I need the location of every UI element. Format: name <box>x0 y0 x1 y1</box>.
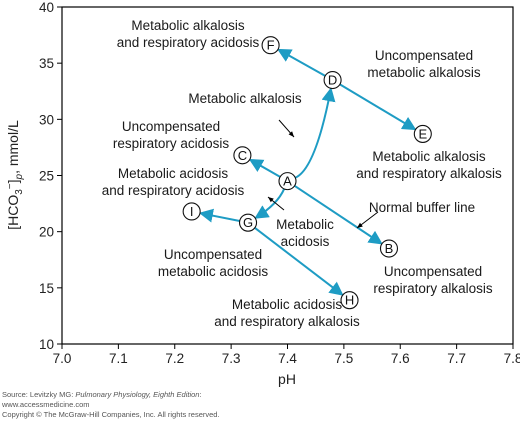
annotation-line: and respiratory alkalosis <box>356 166 502 181</box>
annotation-i: Metabolic acidosis and respiratory acidos… <box>102 166 245 198</box>
pointer-metabolic-alkalosis-head <box>288 131 294 137</box>
y-axis-title-unit: , mmol/L <box>5 120 21 174</box>
source-credit: Source: Levitzky MG: Pulmonary Physiolog… <box>2 390 518 420</box>
point-label-A: A <box>283 174 292 189</box>
y-tick-label: 35 <box>39 56 54 71</box>
point-F <box>261 36 280 55</box>
arrow-A-C <box>248 158 281 178</box>
point-C <box>233 146 252 165</box>
x-tick-label: 7.1 <box>109 351 128 366</box>
annotation-line: Metabolic alkalosis <box>188 91 302 106</box>
y-tick-label: 20 <box>39 225 54 240</box>
point-I <box>182 202 201 221</box>
y-tick-label: 30 <box>39 112 54 127</box>
annotation-line: Uncompensated <box>164 247 262 262</box>
annotation-line: metabolic alkalosis <box>367 65 481 80</box>
annotation-layer: Metabolic alkalosis and respiratory acido… <box>102 18 502 329</box>
y-tick-label: 15 <box>39 281 54 296</box>
annotation-line: Metabolic acidosis <box>118 166 229 181</box>
annotation-nbl: Normal buffer line <box>369 200 475 215</box>
point-D <box>323 70 342 90</box>
annotation-f: Metabolic alkalosis and respiratory acido… <box>117 18 260 50</box>
annotation-line: and respiratory acidosis <box>102 183 245 198</box>
y-axis-title-close: ] <box>5 179 21 183</box>
y-axis-title-main: [HCO <box>5 195 21 230</box>
point-layer: A B C D E F G H I <box>182 36 432 310</box>
point-label-I: I <box>190 204 194 219</box>
annotation-malk: Metabolic alkalosis <box>188 91 302 106</box>
source-site: www.accessmedicine.com <box>2 400 90 409</box>
axis-ticks: 7.0 7.1 7.2 7.3 7.4 7.5 7.6 7.7 7.8 10 15 20 25 30 35 4… <box>39 0 520 366</box>
point-G <box>238 213 258 232</box>
pointer-layer <box>267 119 379 229</box>
x-tick-label: 7.4 <box>278 351 297 366</box>
arrow-layer <box>198 48 417 296</box>
arrow-A-B <box>294 184 383 245</box>
point-label-G: G <box>243 215 253 230</box>
y-axis-title-p: p <box>14 173 25 180</box>
annotation-macid: Metabolic acidosis <box>276 217 334 249</box>
arrow-A-D <box>294 87 336 179</box>
x-tick-label: 7.2 <box>165 351 184 366</box>
annotation-line: Metabolic <box>276 217 334 232</box>
x-tick-label: 7.3 <box>222 351 241 366</box>
point-label-H: H <box>345 293 354 308</box>
arrow-G-I <box>198 208 240 223</box>
x-tick-label: 7.5 <box>334 351 353 366</box>
point-label-E: E <box>418 126 427 141</box>
annotation-line: Metabolic acidosis <box>232 297 343 312</box>
y-axis-title-sup: − <box>5 183 16 189</box>
x-axis-title: pH <box>278 371 296 387</box>
annotation-line: Metabolic alkalosis <box>131 18 245 33</box>
point-label-F: F <box>267 38 275 53</box>
x-tick-label: 7.8 <box>504 351 520 366</box>
annotation-line: and respiratory alkalosis <box>214 314 360 329</box>
source-line-1: Source: Levitzky MG: Pulmonary Physiolog… <box>2 390 518 400</box>
annotation-c: Uncompensated respiratory acidosis <box>113 119 230 151</box>
annotation-line: Uncompensated <box>375 48 473 63</box>
annotation-b: Uncompensated respiratory alkalosis <box>373 264 493 296</box>
source-prefix: Source: Levitzky MG: <box>2 390 76 399</box>
point-label-B: B <box>385 241 394 256</box>
arrow-A-G <box>254 188 286 219</box>
annotation-line: Uncompensated <box>122 119 220 134</box>
x-tick-label: 7.6 <box>391 351 410 366</box>
arrow-G-H <box>254 227 344 296</box>
source-suffix: : <box>199 390 202 399</box>
annotation-d: Uncompensated metabolic alkalosis <box>367 48 481 80</box>
arrow-D-F <box>277 48 326 77</box>
annotation-line: Normal buffer line <box>369 200 475 215</box>
annotation-line: and respiratory acidosis <box>117 35 260 50</box>
point-H <box>340 291 359 310</box>
point-B <box>379 239 399 258</box>
x-tick-label: 7.7 <box>447 351 466 366</box>
point-label-D: D <box>328 73 337 88</box>
arrow-D-E <box>339 83 417 131</box>
annotation-e: Metabolic alkalosis and respiratory alkal… <box>356 149 502 181</box>
annotation-line: respiratory acidosis <box>113 136 230 151</box>
y-axis-title: [HCO3−]p, mmol/L <box>5 120 25 230</box>
point-A <box>278 172 297 191</box>
annotation-line: respiratory alkalosis <box>373 281 493 296</box>
y-tick-label: 10 <box>39 337 54 352</box>
source-book: Pulmonary Physiology, Eighth Edition <box>75 390 200 399</box>
y-tick-label: 40 <box>39 0 54 15</box>
source-copyright: Copyright © The McGraw-Hill Companies, I… <box>2 410 220 419</box>
x-tick-label: 7.0 <box>53 351 72 366</box>
y-axis-title-sub: 3 <box>14 189 25 195</box>
annotation-line: metabolic acidosis <box>158 264 269 279</box>
pointer-normal-buffer-line-head <box>357 222 363 228</box>
point-E <box>413 124 432 143</box>
annotation-line: acidosis <box>281 234 330 249</box>
annotation-h: Metabolic acidosis and respiratory alkalo… <box>214 297 360 329</box>
point-label-C: C <box>238 148 247 163</box>
pointer-metabolic-acidosis-head <box>268 197 274 203</box>
annotation-line: Uncompensated <box>384 264 482 279</box>
annotation-g: Uncompensated metabolic acidosis <box>158 247 269 279</box>
annotation-line: Metabolic alkalosis <box>372 149 486 164</box>
y-tick-label: 25 <box>39 169 54 184</box>
